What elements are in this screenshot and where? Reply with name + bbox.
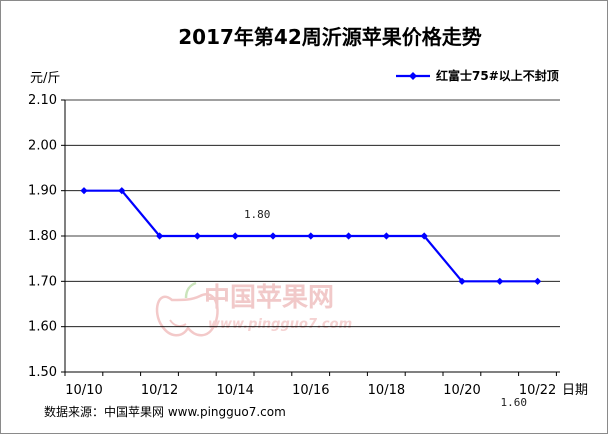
data-point xyxy=(231,232,239,240)
y-tick-label: 1.60 xyxy=(28,320,57,335)
y-tick-label: 2.10 xyxy=(28,93,57,108)
data-point xyxy=(269,232,277,240)
data-point xyxy=(420,232,428,240)
series-points xyxy=(80,187,542,285)
y-tick-label: 1.80 xyxy=(28,229,57,244)
y-tick-label: 1.70 xyxy=(28,274,57,289)
chart-title: 2017年第42周沂源苹果价格走势 xyxy=(178,25,482,49)
legend-marker xyxy=(409,72,417,80)
legend: 红富士75#以上不封顶 xyxy=(396,68,559,83)
data-point xyxy=(345,232,353,240)
watermark-brand: 中国苹果网 xyxy=(204,283,334,313)
annotation-label: 1.60 xyxy=(501,396,528,409)
data-point xyxy=(80,187,88,195)
y-tick-label: 2.00 xyxy=(28,138,57,153)
annotation-label: 1.80 xyxy=(244,208,271,221)
x-tick-label: 10/14 xyxy=(216,383,253,398)
y-axis-ticks: 1.50 1.60 1.70 1.80 1.90 2.00 2.10 xyxy=(28,93,65,380)
y-tick-label: 1.50 xyxy=(28,365,57,380)
x-tick-label: 10/20 xyxy=(443,383,480,398)
data-point xyxy=(307,232,315,240)
data-point xyxy=(118,187,126,195)
data-point xyxy=(534,277,542,285)
legend-label: 红富士75#以上不封顶 xyxy=(436,68,559,83)
data-point xyxy=(458,277,466,285)
x-tick-label: 10/18 xyxy=(368,383,405,398)
x-tick-label: 10/16 xyxy=(292,383,329,398)
x-tick-label: 10/10 xyxy=(65,383,102,398)
watermark-url: www.pingguo7.com xyxy=(208,317,352,332)
data-point xyxy=(496,277,504,285)
apple-logo-icon xyxy=(155,281,219,337)
x-tick-label: 10/12 xyxy=(141,383,178,398)
y-axis-unit: 元/斤 xyxy=(30,71,60,86)
data-point xyxy=(382,232,390,240)
x-axis-label: 日期 xyxy=(562,383,588,398)
data-point xyxy=(156,232,164,240)
y-tick-label: 1.90 xyxy=(28,184,57,199)
data-point xyxy=(193,232,201,240)
source-text: 数据来源：中国苹果网 www.pingguo7.com xyxy=(44,404,286,419)
x-tick-label: 10/22 xyxy=(519,383,556,398)
x-axis-ticks: 10/10 10/12 10/14 10/16 10/18 10/20 10/22 xyxy=(64,372,557,398)
watermark: 中国苹果网 www.pingguo7.com xyxy=(155,281,352,337)
